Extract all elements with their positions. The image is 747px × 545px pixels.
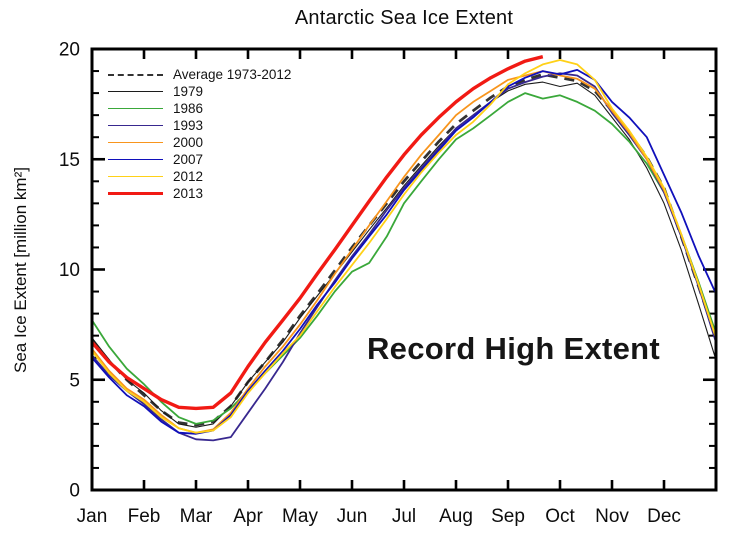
legend: Average 1973-2012 1979 1986 1993 2000 2007 201… xyxy=(108,66,291,202)
series-line-2013 xyxy=(90,55,544,411)
legend-label: 1993 xyxy=(173,118,204,133)
legend-label: 2012 xyxy=(173,169,204,184)
legend-swatch xyxy=(108,108,163,109)
legend-label: 2000 xyxy=(173,135,204,150)
legend-row-2013: 2013 xyxy=(108,185,291,202)
series-line-1979 xyxy=(91,81,717,428)
legend-row-1986: 1986 xyxy=(108,100,291,117)
legend-swatch xyxy=(108,73,163,76)
legend-label: 2007 xyxy=(173,152,204,167)
x-tick-label-dec: Dec xyxy=(647,506,681,527)
x-tick-label-apr: Apr xyxy=(233,506,263,527)
legend-swatch xyxy=(108,176,163,177)
y-tick-label: 15 xyxy=(59,150,80,171)
x-tick-label-jun: Jun xyxy=(337,506,368,527)
x-tick-label-mar: Mar xyxy=(180,506,213,527)
legend-label: 1979 xyxy=(173,84,204,99)
legend-row-1993: 1993 xyxy=(108,117,291,134)
x-tick-label-nov: Nov xyxy=(595,506,629,527)
series-line-2012 xyxy=(91,59,717,434)
x-tick-label-oct: Oct xyxy=(545,506,575,527)
y-tick-label: 20 xyxy=(59,40,80,61)
legend-label: 1986 xyxy=(173,101,204,116)
plot-frame xyxy=(90,47,718,492)
series-line-2007 xyxy=(91,69,717,435)
legend-row-2000: 2000 xyxy=(108,134,291,151)
legend-swatch xyxy=(108,125,163,126)
y-tick-label: 5 xyxy=(69,370,80,391)
x-tick-label-jan: Jan xyxy=(77,506,108,527)
legend-row-average-1973-2012: Average 1973-2012 xyxy=(108,66,291,83)
x-tick-label-aug: Aug xyxy=(439,506,473,527)
legend-swatch xyxy=(108,142,163,143)
x-tick-label-feb: Feb xyxy=(128,506,161,527)
x-tick-label-may: May xyxy=(282,506,318,527)
record-high-annotation: Record High Extent xyxy=(367,331,661,366)
legend-swatch xyxy=(108,91,163,92)
legend-label: 2013 xyxy=(173,186,204,201)
x-tick-label-jul: Jul xyxy=(392,506,416,527)
x-tick-label-sep: Sep xyxy=(491,506,525,527)
legend-row-2012: 2012 xyxy=(108,168,291,185)
legend-label: Average 1973-2012 xyxy=(173,67,292,82)
series-line-1993 xyxy=(91,72,717,442)
y-tick-label: 0 xyxy=(69,481,80,502)
legend-swatch xyxy=(108,159,163,160)
chart-title: Antarctic Sea Ice Extent xyxy=(294,7,514,29)
legend-row-1979: 1979 xyxy=(108,83,291,100)
series-line-1986 xyxy=(91,92,717,425)
legend-swatch xyxy=(108,192,163,195)
y-tick-label: 10 xyxy=(59,260,80,281)
legend-row-2007: 2007 xyxy=(108,151,291,168)
